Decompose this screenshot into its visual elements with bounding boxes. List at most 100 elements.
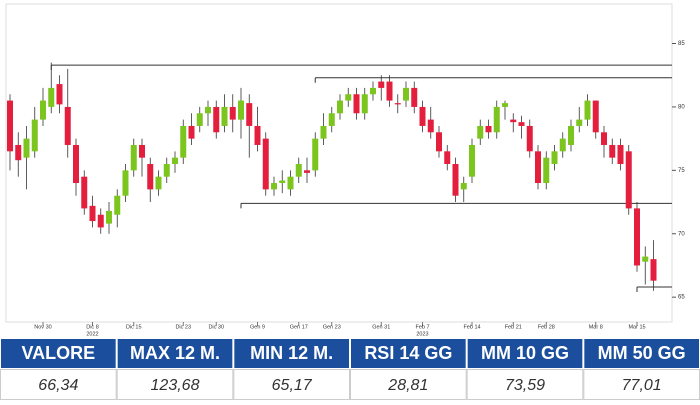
candle-body xyxy=(403,87,409,101)
candle-body xyxy=(81,176,88,209)
table-header: MIN 12 M. xyxy=(250,343,333,363)
table-header-cell xyxy=(117,339,233,368)
candle-body xyxy=(625,151,632,209)
candle-body xyxy=(485,125,492,133)
candle-body xyxy=(180,125,187,158)
candle-body xyxy=(576,119,583,126)
table-header: MM 50 GG xyxy=(598,343,686,363)
candle-body xyxy=(238,100,244,120)
table-header-cell xyxy=(584,339,699,368)
candle-body xyxy=(172,157,178,164)
table-value: 28,81 xyxy=(387,377,428,394)
candle-body xyxy=(15,144,22,161)
candle-body xyxy=(213,106,220,133)
table-header-cell xyxy=(467,339,583,368)
candle-body xyxy=(650,259,657,281)
y-tick-label: 65 xyxy=(678,295,685,301)
candle-body xyxy=(353,94,360,114)
candle-body xyxy=(460,183,467,190)
candle-body xyxy=(56,84,63,105)
candle-body xyxy=(312,138,319,171)
y-tick-label: 75 xyxy=(678,168,685,174)
candle-body xyxy=(122,170,129,196)
table-cell xyxy=(0,369,117,400)
candle-body xyxy=(419,106,426,126)
x-tick-label: Gen 31 xyxy=(372,324,390,330)
candle-body xyxy=(469,144,475,177)
candle-body xyxy=(370,87,376,95)
x-tick-label: Mar 15 xyxy=(628,324,645,330)
candle-body xyxy=(262,138,269,190)
candle-body xyxy=(97,214,104,228)
candle-body xyxy=(502,103,508,107)
x-tick-label: Feb 7 xyxy=(415,324,429,330)
table-header: RSI 14 GG xyxy=(364,343,452,363)
table-cell xyxy=(350,369,467,400)
candle-body xyxy=(493,106,500,133)
candle-body xyxy=(551,151,558,164)
candle-body xyxy=(526,125,533,152)
candle-body xyxy=(427,119,434,133)
candle-body xyxy=(73,144,79,184)
candle-body xyxy=(163,164,170,177)
x-tick-label: Feb 21 xyxy=(505,324,522,330)
candle-body xyxy=(328,113,335,126)
candle-body xyxy=(601,132,607,145)
table-header-cell xyxy=(1,339,116,368)
candle-body xyxy=(279,180,286,184)
candle-body xyxy=(205,106,211,114)
candle-body xyxy=(139,144,145,158)
candle-body xyxy=(609,144,616,158)
x-tick-label: Dic 30 xyxy=(208,324,224,330)
table-header-cell xyxy=(351,339,466,368)
candle-body xyxy=(386,81,393,101)
plot-frame xyxy=(5,3,673,323)
x-tick-label: Gen 9 xyxy=(250,324,265,330)
candle-body xyxy=(64,106,71,145)
candle-body xyxy=(510,119,517,123)
x-tick-label: Gen 17 xyxy=(290,324,308,330)
candle-body xyxy=(337,100,343,114)
x-tick-label: Gen 23 xyxy=(323,324,341,330)
candle-body xyxy=(23,138,30,158)
candle-body xyxy=(188,125,195,139)
year-label: 2023 xyxy=(416,331,428,337)
candle-body xyxy=(617,144,624,164)
candle-body xyxy=(394,103,401,105)
candle-body xyxy=(568,125,574,145)
table-header: VALORE xyxy=(21,343,95,363)
table-value: 77,01 xyxy=(622,377,662,394)
candle-body xyxy=(361,94,368,114)
x-tick-label: Nov 30 xyxy=(34,324,51,330)
candle-body xyxy=(106,210,112,224)
x-tick-label: Mar 8 xyxy=(589,324,603,330)
candle-body xyxy=(559,138,566,152)
candle-body xyxy=(89,205,96,222)
candle-body xyxy=(543,157,550,184)
candle-body xyxy=(40,100,46,120)
table-value: 73,59 xyxy=(505,377,545,394)
candle-body xyxy=(642,256,649,262)
candle-body xyxy=(411,87,418,107)
candle-body xyxy=(7,100,13,152)
x-tick-label: Feb 14 xyxy=(463,324,480,330)
year-label: 2022 xyxy=(86,331,98,337)
table-value: 65,17 xyxy=(272,377,313,394)
table-value: 66,34 xyxy=(38,377,78,394)
candle-body xyxy=(444,151,451,164)
candle-body xyxy=(48,87,55,107)
candle-body xyxy=(287,176,294,190)
y-tick-label: 80 xyxy=(678,105,685,111)
x-tick-label: Dic 15 xyxy=(126,324,142,330)
table-header: MAX 12 M. xyxy=(130,343,220,363)
candle-body xyxy=(452,164,459,196)
candle-body xyxy=(254,125,261,145)
candle-body xyxy=(155,176,162,190)
candle-body xyxy=(147,164,154,190)
table-cell xyxy=(233,369,350,400)
candle-body xyxy=(221,106,228,126)
table-cell xyxy=(583,369,700,400)
candle-body xyxy=(304,170,310,173)
candle-body xyxy=(436,132,442,152)
